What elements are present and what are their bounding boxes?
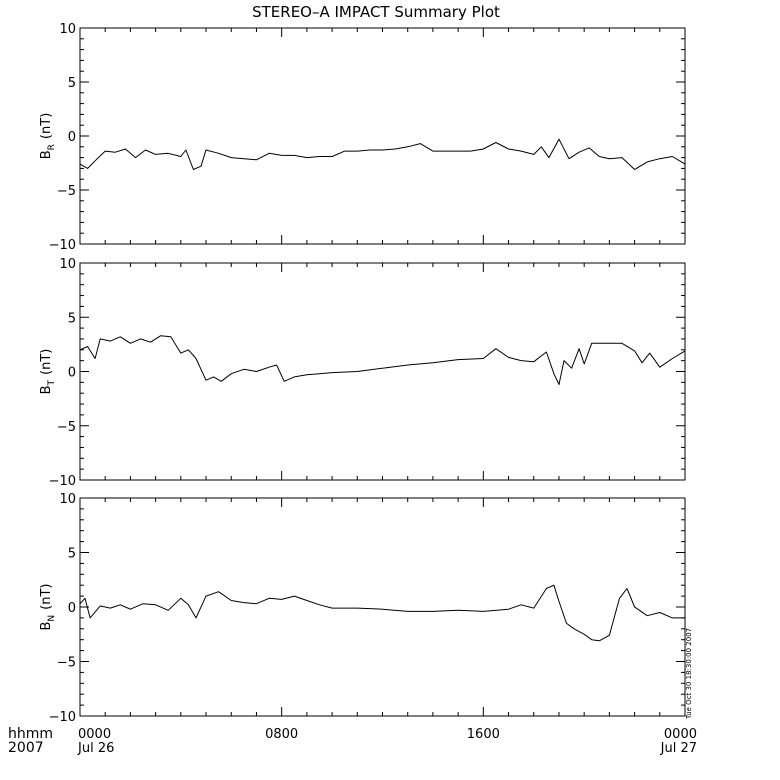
y-tick-label: 5 bbox=[68, 311, 76, 326]
y-axis-label: BN (nT) bbox=[39, 584, 57, 631]
panel-br: 10 5 0 −5 −10 BR (nT) bbox=[39, 22, 686, 253]
y-tick-label: 0 bbox=[68, 601, 76, 616]
y-axis-label-main: B bbox=[39, 385, 54, 394]
panel-frame bbox=[79, 262, 686, 481]
x-tick-date-label: Jul 26 bbox=[77, 741, 114, 756]
series-line-bt bbox=[79, 335, 686, 385]
y-axis-label-subscript: R bbox=[47, 144, 57, 150]
y-tick-label: −10 bbox=[49, 238, 76, 253]
y-axis-label-unit: (nT) bbox=[39, 349, 54, 375]
y-axis-label-subscript: T bbox=[47, 379, 57, 386]
y-tick-label: 10 bbox=[59, 22, 76, 37]
panel-bt: 10 5 0 −5 −10 BT (nT) bbox=[39, 257, 686, 489]
y-tick-label: −10 bbox=[49, 474, 76, 489]
x-year-label: 2007 bbox=[8, 740, 44, 756]
chart-title: STEREO–A IMPACT Summary Plot bbox=[252, 3, 500, 21]
series-line-bn bbox=[79, 584, 685, 642]
y-axis-label-unit: (nT) bbox=[39, 584, 54, 610]
y-tick-label: −5 bbox=[57, 184, 76, 199]
x-tick-label: 0000 bbox=[78, 727, 111, 742]
y-axis-label-main: B bbox=[39, 622, 54, 631]
y-tick-label: 10 bbox=[59, 257, 76, 272]
y-tick-label: −10 bbox=[49, 710, 76, 725]
panel-frame bbox=[79, 497, 686, 717]
x-tick-date-label: Jul 27 bbox=[660, 741, 697, 756]
panel-frame bbox=[79, 27, 686, 245]
x-tick-label: 0000 bbox=[664, 727, 697, 742]
timestamp-label: Tue Oct 30 18:30:00 2007 bbox=[685, 628, 693, 720]
series-line-br bbox=[79, 138, 686, 170]
y-axis-label: BR (nT) bbox=[39, 113, 57, 160]
x-unit-label: hhmm bbox=[8, 726, 53, 742]
panel-bn: 10 5 0 −5 −10 BN (nT) bbox=[39, 492, 686, 725]
y-axis-label: BT (nT) bbox=[39, 349, 57, 395]
y-axis-label-unit: (nT) bbox=[39, 113, 54, 139]
y-tick-label: 0 bbox=[68, 130, 76, 145]
y-axis-label-main: B bbox=[39, 150, 54, 159]
y-tick-label: −5 bbox=[57, 656, 76, 671]
y-axis-label-subscript: N bbox=[47, 615, 57, 622]
y-tick-label: 5 bbox=[68, 76, 76, 91]
y-tick-label: −5 bbox=[57, 420, 76, 435]
y-tick-label: 5 bbox=[68, 547, 76, 562]
y-tick-label: 10 bbox=[59, 492, 76, 507]
x-tick-label: 1600 bbox=[467, 727, 500, 742]
x-tick-label: 0800 bbox=[265, 727, 298, 742]
y-tick-label: 0 bbox=[68, 366, 76, 381]
